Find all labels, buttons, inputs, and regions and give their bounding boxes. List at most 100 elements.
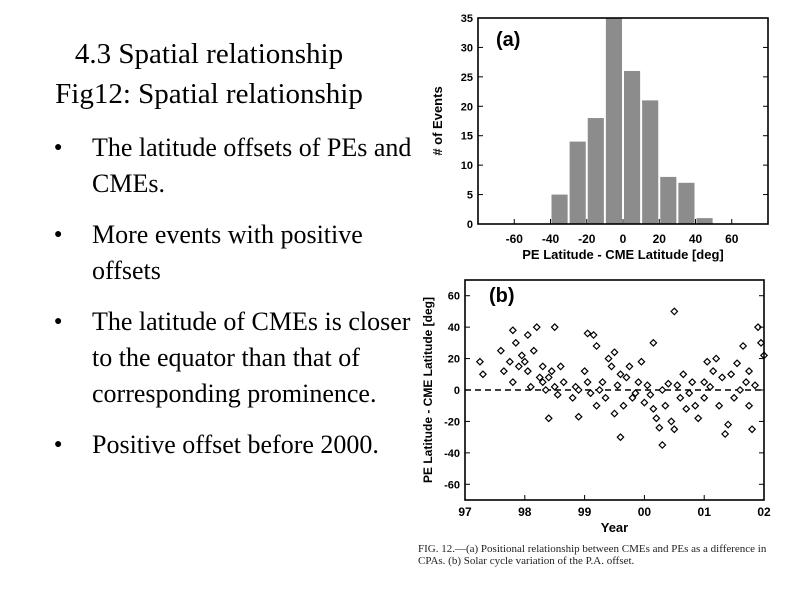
- y-tick-label: 35: [461, 13, 473, 25]
- scatter-point: [523, 330, 532, 340]
- scatter-point: [586, 389, 595, 398]
- scatter-point: [610, 409, 619, 418]
- scatter-point: [706, 382, 715, 391]
- scatter-point: [649, 338, 658, 347]
- y-tick-label: 40: [448, 322, 460, 334]
- bullet-dot-icon: ●: [54, 140, 63, 155]
- scatter-point: [724, 420, 733, 429]
- scatter-point: [475, 357, 484, 366]
- scatter-point: [703, 357, 712, 366]
- scatter-point: [652, 414, 661, 423]
- bullet-item: ● The latitude of CMEs is closer to the e…: [52, 304, 412, 412]
- histogram-bar: [624, 70, 641, 224]
- x-tick-label: 02: [757, 505, 771, 519]
- histogram-bar: [696, 218, 713, 224]
- scatter-point: [712, 354, 721, 363]
- y-axis-label: # of Events: [430, 86, 445, 155]
- scatter-point: [613, 381, 622, 390]
- panel-label: (a): [496, 29, 520, 51]
- y-tick-label: 20: [461, 101, 473, 113]
- slide-title: 4.3 Spatial relationship Fig12: Spatial …: [10, 34, 408, 114]
- histogram-bar: [551, 194, 568, 224]
- bullet-dot-icon: ●: [54, 227, 63, 242]
- slide-title-line-1: 4.3 Spatial relationship: [74, 38, 344, 70]
- bullet-item: ● Positive offset before 2000.: [52, 427, 412, 463]
- scatter-point: [634, 378, 643, 387]
- scatter-point: [700, 378, 709, 387]
- scatter-point: [709, 367, 718, 376]
- bullet-text: The latitude of CMEs is closer to the eq…: [92, 307, 411, 408]
- scatter-point: [745, 367, 754, 376]
- scatter-point: [550, 382, 559, 391]
- scatter-point: [538, 362, 547, 371]
- bullet-dot-icon: ●: [54, 314, 63, 329]
- scatter-point: [610, 348, 619, 357]
- scatter-point: [670, 425, 679, 434]
- scatter-point: [679, 370, 688, 379]
- scatter-point: [730, 393, 739, 402]
- scatter-point: [747, 425, 757, 434]
- scatter-point: [592, 341, 601, 351]
- scatter-point: [718, 373, 727, 382]
- scatter-point: [625, 362, 634, 371]
- scatter-point: [682, 404, 691, 413]
- scatter-point: [640, 398, 649, 407]
- bullet-list: ● The latitude offsets of PEs and CMEs. ●…: [52, 130, 412, 478]
- scatter-point: [739, 341, 748, 351]
- x-tick-label: 01: [698, 505, 712, 519]
- scatter-point: [607, 362, 616, 371]
- y-tick-label: 30: [461, 42, 473, 54]
- histogram-bar: [660, 176, 677, 224]
- scatter-point: [655, 423, 664, 432]
- scatter-point: [544, 373, 553, 382]
- scatter-point: [559, 378, 568, 387]
- scatter-point: [601, 393, 610, 402]
- scatter-point: [664, 379, 673, 388]
- plot-frame: [477, 17, 769, 225]
- scatter-point: [514, 362, 523, 371]
- bullet-text: More events with positive offsets: [92, 220, 363, 285]
- scatter-point: [628, 393, 637, 402]
- scatter-point: [637, 357, 646, 366]
- y-tick-label: 10: [461, 160, 473, 172]
- scatter-point: [574, 412, 583, 421]
- scatter-point: [733, 359, 742, 368]
- scatter-point: [721, 429, 730, 439]
- scatter-point: [529, 346, 538, 355]
- y-tick-label: 0: [454, 385, 460, 397]
- scatter-point: [643, 381, 652, 390]
- scatter-point: [691, 401, 700, 410]
- x-tick-label: 97: [458, 505, 472, 519]
- scatter-point: [523, 367, 532, 376]
- scatter-panel-b: -60 -40 -20 0 20 40 60 97 98 99 00 01 02 (b) Year PE La…: [421, 279, 771, 535]
- scatter-point: [616, 433, 625, 442]
- scatter-point: [547, 367, 556, 376]
- scatter-point: [631, 389, 640, 398]
- y-tick-label: 25: [461, 72, 473, 84]
- histogram-bar: [569, 141, 586, 224]
- scatter-point: [598, 378, 607, 387]
- scatter-point: [580, 367, 589, 376]
- scatter-point: [553, 390, 562, 399]
- histogram-bar: [605, 18, 622, 224]
- bullet-text: Positive offset before 2000.: [92, 430, 379, 459]
- scatter-point: [604, 354, 613, 363]
- x-tick-label: 00: [638, 505, 652, 519]
- y-tick-label: 60: [448, 291, 460, 303]
- scatter-point: [694, 414, 703, 423]
- scatter-point: [478, 370, 487, 379]
- scatter-point: [538, 378, 547, 387]
- scatter-point: [535, 373, 544, 382]
- scatter-point: [700, 393, 709, 402]
- scatter-point: [517, 351, 526, 360]
- scatter-point: [646, 390, 655, 399]
- scatter-point: [658, 440, 667, 450]
- y-tick-label: -40: [444, 448, 460, 460]
- scatter-point: [592, 401, 601, 410]
- scatter-point: [750, 381, 760, 390]
- histogram-bar: [678, 182, 695, 224]
- bullet-dot-icon: ●: [54, 437, 63, 452]
- scatter-point: [595, 385, 604, 395]
- scatter-point: [574, 385, 583, 395]
